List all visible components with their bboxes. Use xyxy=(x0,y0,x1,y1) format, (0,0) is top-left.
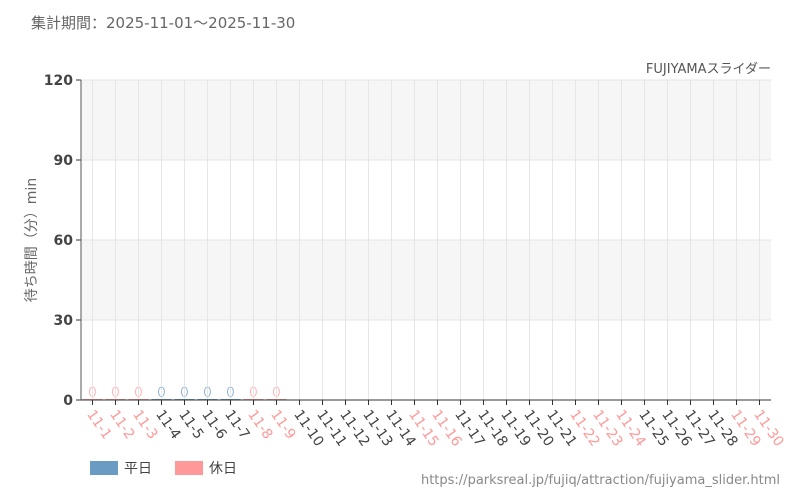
data-label: 0 xyxy=(88,385,97,401)
chart-title: FUJIYAMAスライダー xyxy=(646,62,771,77)
legend-holiday: 休日 xyxy=(175,458,237,478)
data-label: 0 xyxy=(203,385,212,401)
x-tick-label: 11-3 xyxy=(129,407,160,442)
x-tick-label: 11-6 xyxy=(198,407,229,442)
source-url[interactable]: https://parksreal.jp/fujiq/attraction/fu… xyxy=(420,473,780,488)
data-label: 0 xyxy=(157,385,166,401)
grid-band xyxy=(81,240,771,320)
legend-weekday: 平日 xyxy=(90,458,152,478)
y-tick-label: 60 xyxy=(54,233,74,249)
x-tick-label: 11-5 xyxy=(175,407,206,442)
legend-label: 平日 xyxy=(124,461,152,477)
legend-label: 休日 xyxy=(209,461,237,477)
legend-swatch-holiday xyxy=(175,461,203,475)
data-label: 0 xyxy=(226,385,235,401)
y-tick-label: 120 xyxy=(44,73,73,89)
x-tick-label: 11-4 xyxy=(152,407,183,442)
y-tick-label: 0 xyxy=(63,393,73,409)
y-tick-label: 30 xyxy=(54,313,74,329)
x-tick-label: 11-7 xyxy=(221,407,252,442)
legend-swatch-weekday xyxy=(90,461,118,475)
data-label: 0 xyxy=(180,385,189,401)
y-tick-label: 90 xyxy=(54,153,74,169)
data-label: 0 xyxy=(134,385,143,401)
data-label: 0 xyxy=(272,385,281,401)
y-axis-label: 待ち時間（分）min xyxy=(24,178,40,302)
grid-band xyxy=(81,80,771,160)
data-label: 0 xyxy=(249,385,258,401)
x-tick-label: 11-2 xyxy=(106,407,137,442)
x-tick-label: 11-8 xyxy=(244,407,275,442)
x-tick-label: 11-9 xyxy=(267,407,298,442)
data-label: 0 xyxy=(111,385,120,401)
x-tick-label: 11-1 xyxy=(83,407,114,442)
period-label: 集計期間：2025-11-01～2025-11-30 xyxy=(31,14,296,32)
